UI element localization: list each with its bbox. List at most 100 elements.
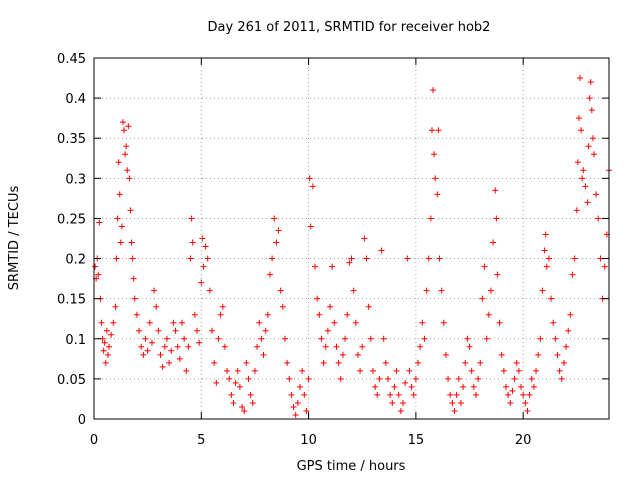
data-point-marker [318,335,325,342]
data-point-marker [462,359,469,366]
data-point-marker [213,379,220,386]
data-point-marker [511,375,518,382]
data-point-marker [275,227,282,234]
data-point-marker [232,379,239,386]
data-point-marker [101,339,108,346]
data-point-marker [352,319,359,326]
data-point-marker [526,391,533,398]
data-point-marker [485,311,492,318]
data-point-marker [284,359,291,366]
data-point-marker [369,367,376,374]
data-point-marker [528,375,535,382]
data-point-marker [397,407,404,414]
data-point-marker [408,383,415,390]
data-point-marker [481,263,488,270]
data-point-marker [144,347,151,354]
data-point-marker [588,107,595,114]
data-point-marker [185,343,192,350]
data-point-marker [415,359,422,366]
data-point-marker [288,391,295,398]
data-point-marker [266,271,273,278]
data-point-marker [545,255,552,262]
data-point-marker [584,199,591,206]
data-point-marker [279,303,286,310]
data-point-marker [490,239,497,246]
data-point-marker [335,359,342,366]
y-tick-label: 0.4 [65,92,86,107]
data-point-marker [590,151,597,158]
data-point-marker [582,183,589,190]
data-point-marker [277,287,284,294]
data-point-marker [479,295,486,302]
data-point-marker [247,391,254,398]
data-point-marker [427,215,434,222]
data-point-marker [378,247,385,254]
data-point-marker [226,375,233,382]
data-point-marker [543,263,550,270]
data-point-marker [178,319,185,326]
data-point-marker [556,367,563,374]
data-point-marker [148,339,155,346]
data-point-marker [243,359,250,366]
data-point-marker [211,359,218,366]
data-point-marker [455,375,462,382]
data-point-marker [571,255,578,262]
data-point-marker [350,287,357,294]
data-point-marker [236,383,243,390]
data-point-marker [344,311,351,318]
data-points [92,75,612,418]
data-point-marker [337,375,344,382]
data-point-marker [601,263,608,270]
data-point-marker [494,271,501,278]
data-point-marker [432,175,439,182]
data-point-marker [228,391,235,398]
data-point-marker [249,399,256,406]
data-point-marker [221,343,228,350]
data-point-marker [157,351,164,358]
data-point-marker [468,367,475,374]
data-point-marker [217,311,224,318]
data-point-marker [503,383,509,390]
data-point-marker [453,391,460,398]
data-point-marker [196,339,203,346]
data-point-marker [123,143,130,150]
data-point-marker [593,191,600,198]
data-point-marker [146,319,153,326]
data-point-marker [548,295,555,302]
data-point-marker [440,319,447,326]
data-point-marker [472,391,479,398]
data-point-marker [95,271,102,278]
data-point-marker [451,407,458,414]
data-point-marker [187,255,194,262]
data-point-marker [324,327,331,334]
data-point-marker [204,255,211,262]
x-tick-label: 10 [300,433,317,448]
data-point-marker [342,335,349,342]
data-point-marker [327,303,334,310]
data-point-marker [239,403,246,410]
data-point-marker [320,359,327,366]
data-point-marker [172,327,179,334]
data-point-marker [436,255,443,262]
data-point-marker [118,223,125,230]
data-point-marker [224,367,231,374]
data-point-marker [297,383,303,390]
data-point-marker [115,159,122,166]
data-point-marker [449,399,456,406]
data-point-marker [530,383,537,390]
data-point-marker [400,399,406,406]
data-point-marker [533,367,540,374]
data-point-marker [507,399,514,406]
data-point-marker [125,123,132,130]
data-point-marker [550,319,557,326]
data-point-marker [483,335,490,342]
data-point-marker [103,327,110,334]
data-point-marker [191,311,198,318]
data-point-marker [198,279,205,286]
axis-ticks [93,57,609,420]
data-point-marker [428,127,435,134]
data-point-marker [262,327,269,334]
data-point-marker [466,343,473,350]
data-point-marker [372,383,379,390]
data-point-marker [92,263,99,270]
